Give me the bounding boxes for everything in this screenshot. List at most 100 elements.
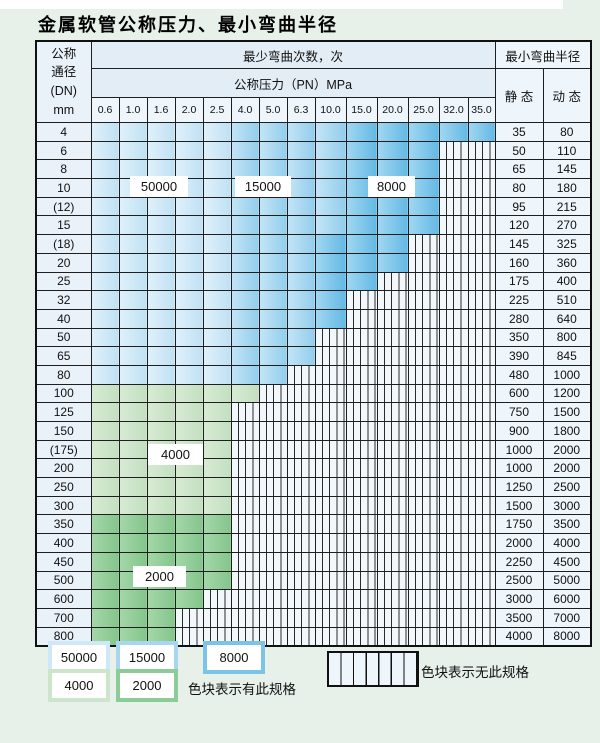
grid-cell-x <box>230 570 260 591</box>
grid-cell-x <box>376 327 409 348</box>
grid-cell-x <box>438 364 469 385</box>
grid-cell-x <box>407 477 440 497</box>
in-table-label-8000: 8000 <box>368 176 415 197</box>
grid-cell-x <box>258 607 288 628</box>
grid-cell-l <box>118 308 148 329</box>
header-row-3: 0.6 1.0 1.6 2.0 2.5 4.0 5.0 6.3 10.0 15.0 20.0 25.0… <box>36 97 591 123</box>
grid-cell-m <box>314 215 347 236</box>
dn-cell: 4 <box>35 122 92 142</box>
grid-cell-x <box>258 514 288 535</box>
grid-cell-g <box>202 383 232 404</box>
grid-cell-d <box>314 308 347 329</box>
grid-cell-x <box>314 383 347 404</box>
grid-cell-l <box>118 252 148 273</box>
grid-cell-x <box>467 140 496 161</box>
grid-cell-m <box>286 196 316 217</box>
grid-cell-x <box>345 346 378 366</box>
table-row: 800 4000 8000 <box>35 626 592 647</box>
dynamic-value-cell: 180 <box>542 178 592 198</box>
dynamic-value-cell: 6000 <box>542 589 592 609</box>
dn-cell: 700 <box>35 607 92 628</box>
legend-swatch-label: 2000 <box>120 673 174 698</box>
dynamic-value-cell: 325 <box>542 234 592 254</box>
grid-cell-x <box>376 290 409 310</box>
grid-cell-x <box>376 271 409 292</box>
table-row: 400 2000 4000 <box>35 533 592 553</box>
grid-cell-x <box>467 327 496 348</box>
grid-cell-x <box>376 477 409 497</box>
grid-cell-m <box>286 178 316 198</box>
dn-cell: 80 <box>35 364 92 385</box>
grid-cell-l <box>146 140 176 161</box>
grid-cell-l <box>146 252 176 273</box>
grid-cell-x <box>345 626 378 647</box>
grid-cell-g <box>230 383 260 404</box>
table-row: 100 600 1200 <box>35 383 592 404</box>
grid-cell-d <box>314 271 347 292</box>
grid-cell-x <box>467 196 496 217</box>
grid-cell-x <box>314 589 347 609</box>
grid-cell-x <box>438 383 469 404</box>
pressure-col-header: 35.0 <box>467 97 496 123</box>
grid-cell-m <box>314 140 347 161</box>
grid-cell-l <box>174 140 204 161</box>
static-value-cell: 1750 <box>494 514 544 535</box>
grid-cell-m <box>286 140 316 161</box>
grid-cell-l <box>174 346 204 366</box>
grid-cell-m <box>286 271 316 292</box>
dn-cell: 8 <box>35 159 92 180</box>
table-row: (12) 95 215 <box>35 196 592 217</box>
table-row: 15 120 270 <box>35 215 592 236</box>
grid-cell-x <box>258 589 288 609</box>
grid-cell-m <box>258 346 288 366</box>
grid-cell-m <box>286 308 316 329</box>
grid-cell-x <box>230 477 260 497</box>
header-row-1: 公称 通径 (DN) mm 最少弯曲次数，次 最小弯曲半径 <box>35 40 592 123</box>
page-title: 金属软管公称压力、最小弯曲半径 <box>38 15 338 36</box>
grid-cell-g <box>202 458 232 479</box>
grid-cell-x <box>345 570 378 591</box>
grid-cell-x <box>230 514 260 535</box>
grid-cell-x <box>407 439 440 460</box>
grid-cell-l <box>146 290 176 310</box>
grid-cell-d <box>376 234 409 254</box>
grid-cell-d <box>407 122 440 142</box>
dn-cell: 125 <box>35 402 92 422</box>
static-value-cell: 750 <box>494 402 544 422</box>
grid-cell-x <box>258 570 288 591</box>
grid-cell-e <box>174 589 204 609</box>
grid-cell-m <box>258 234 288 254</box>
legend-swatch-15000: 15000 <box>116 641 178 674</box>
grid-cell-e <box>202 551 232 572</box>
grid-cell-x <box>467 271 496 292</box>
grid-cell-l <box>90 234 120 254</box>
dynamic-header: 动 态 <box>542 68 592 123</box>
grid-cell-l <box>174 234 204 254</box>
grid-cell-d <box>407 215 440 236</box>
grid-cell-x <box>345 514 378 535</box>
grid-cell-x <box>438 271 469 292</box>
grid-cell-m <box>258 215 288 236</box>
grid-cell-x <box>314 551 347 572</box>
grid-cell-x <box>345 402 378 422</box>
dynamic-value-cell: 4000 <box>542 533 592 553</box>
grid-cell-x <box>345 495 378 516</box>
grid-cell-m <box>258 252 288 273</box>
dynamic-value-cell: 7000 <box>542 607 592 628</box>
grid-cell-x <box>286 589 316 609</box>
grid-cell-x <box>286 364 316 385</box>
grid-cell-x <box>438 308 469 329</box>
grid-cell-x <box>258 551 288 572</box>
grid-cell-d <box>407 196 440 217</box>
dynamic-value-cell: 5000 <box>542 570 592 591</box>
table-header: 公称 通径 (DN) mm 最少弯曲次数，次 最小弯曲半径 公称压力（PN）MPa 静 态动 … <box>35 40 592 123</box>
static-value-cell: 350 <box>494 327 544 348</box>
static-value-cell: 145 <box>494 234 544 254</box>
grid-cell-e <box>118 514 148 535</box>
static-value-cell: 2250 <box>494 551 544 572</box>
pressure-col-header: 1.0 <box>118 97 148 123</box>
grid-cell-l <box>202 290 232 310</box>
grid-cell-d <box>345 159 378 180</box>
grid-cell-x <box>376 570 409 591</box>
grid-cell-x <box>258 458 288 479</box>
